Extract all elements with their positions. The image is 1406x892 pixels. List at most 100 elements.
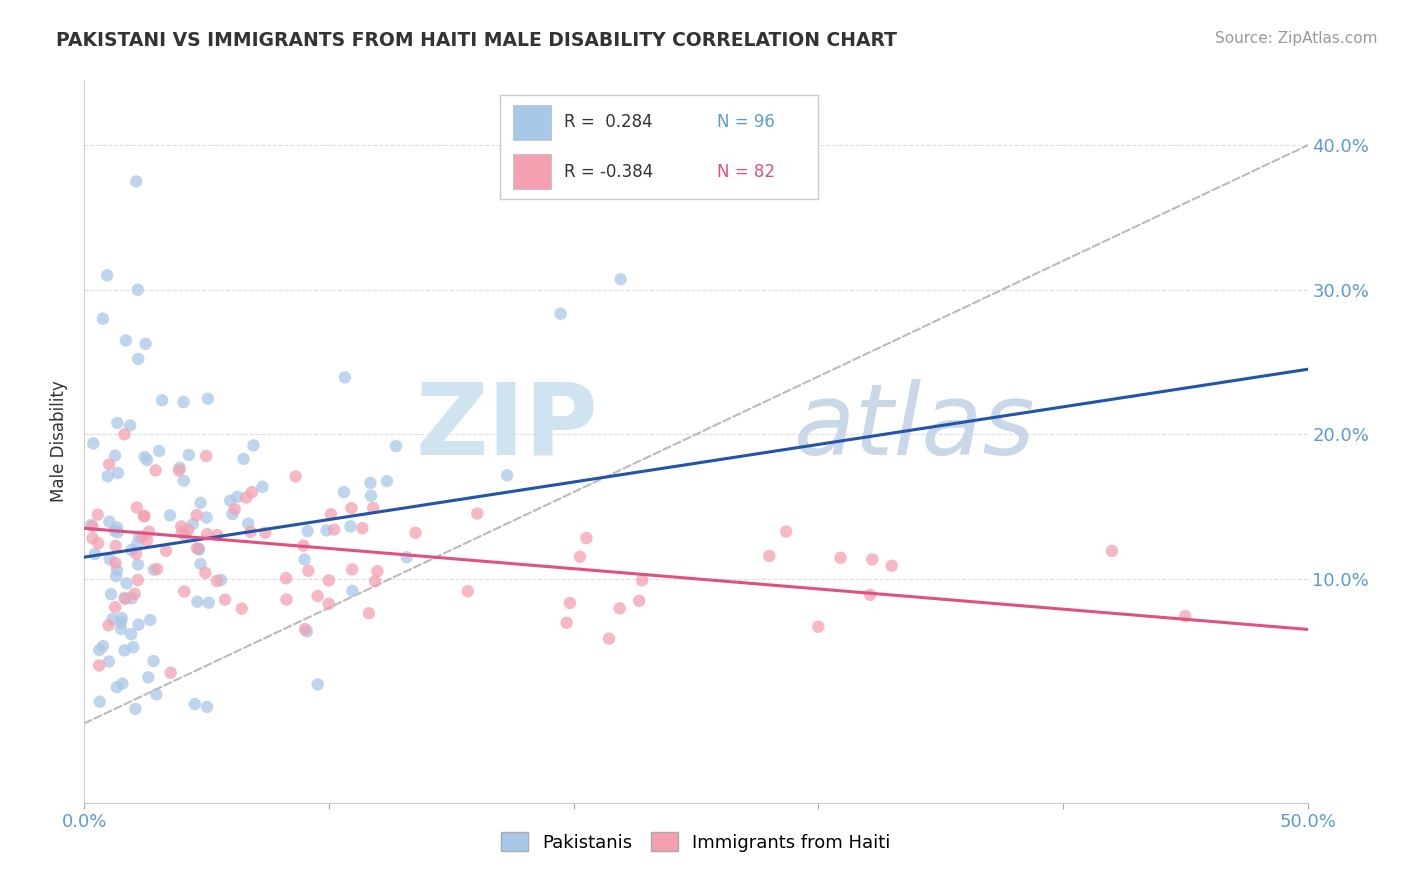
- Point: [318, 574, 340, 588]
- Point: [252, 480, 274, 494]
- Point: [297, 564, 319, 578]
- Point: [405, 525, 427, 540]
- Point: [89, 695, 111, 709]
- Point: [385, 439, 408, 453]
- Point: [221, 507, 243, 521]
- Point: [97, 655, 120, 669]
- Point: [97, 618, 120, 632]
- Point: [1174, 609, 1197, 624]
- Point: [457, 584, 479, 599]
- Point: [104, 539, 127, 553]
- Point: [184, 697, 207, 711]
- Point: [127, 351, 149, 366]
- Point: [274, 571, 297, 585]
- Point: [465, 507, 488, 521]
- Point: [238, 516, 260, 531]
- Point: [186, 595, 208, 609]
- Point: [315, 524, 337, 538]
- Point: [114, 643, 136, 657]
- Point: [187, 542, 209, 557]
- Point: [127, 573, 149, 587]
- Point: [357, 607, 380, 621]
- Point: [558, 596, 581, 610]
- Point: [124, 587, 146, 601]
- Point: [205, 574, 228, 588]
- Point: [136, 453, 159, 467]
- Point: [121, 591, 143, 606]
- Point: [87, 508, 110, 522]
- Point: [190, 557, 212, 571]
- Point: [190, 496, 212, 510]
- Legend: Pakistanis, Immigrants from Haiti: Pakistanis, Immigrants from Haiti: [494, 825, 898, 859]
- Point: [226, 490, 249, 504]
- Point: [98, 458, 121, 472]
- Point: [830, 550, 852, 565]
- Point: [295, 624, 318, 639]
- Point: [142, 563, 165, 577]
- Point: [177, 448, 200, 462]
- Point: [122, 640, 145, 654]
- Point: [758, 549, 780, 563]
- Point: [138, 524, 160, 539]
- Point: [91, 639, 114, 653]
- Point: [115, 334, 138, 348]
- Point: [132, 508, 155, 523]
- Point: [98, 515, 121, 529]
- Point: [177, 523, 200, 537]
- Point: [366, 564, 388, 578]
- Point: [292, 539, 315, 553]
- Point: [125, 500, 148, 515]
- Point: [135, 336, 157, 351]
- Point: [159, 665, 181, 680]
- Point: [307, 677, 329, 691]
- Point: [125, 174, 148, 188]
- Point: [82, 531, 104, 545]
- Point: [880, 558, 903, 573]
- Point: [232, 451, 254, 466]
- Point: [173, 474, 195, 488]
- Point: [209, 573, 232, 587]
- Point: [181, 516, 204, 531]
- Point: [80, 518, 103, 533]
- Point: [340, 501, 363, 516]
- Point: [115, 576, 138, 591]
- Point: [114, 591, 136, 605]
- Point: [145, 687, 167, 701]
- Point: [195, 527, 218, 541]
- Point: [323, 523, 346, 537]
- Point: [105, 416, 128, 430]
- Point: [364, 574, 387, 589]
- Point: [104, 449, 127, 463]
- Point: [134, 509, 156, 524]
- Point: [197, 392, 219, 406]
- Point: [105, 569, 128, 583]
- Point: [231, 601, 253, 615]
- Point: [375, 474, 398, 488]
- Point: [107, 466, 129, 480]
- Point: [239, 524, 262, 539]
- Point: [342, 583, 364, 598]
- Point: [361, 500, 384, 515]
- Point: [155, 544, 177, 558]
- Point: [297, 524, 319, 538]
- Point: [134, 450, 156, 464]
- Point: [104, 556, 127, 570]
- Point: [198, 596, 221, 610]
- Y-axis label: Male Disability: Male Disability: [51, 381, 69, 502]
- Point: [195, 449, 218, 463]
- Point: [125, 547, 148, 561]
- Point: [294, 552, 316, 566]
- Point: [496, 468, 519, 483]
- Point: [136, 670, 159, 684]
- Point: [307, 589, 329, 603]
- Point: [276, 592, 298, 607]
- Point: [139, 613, 162, 627]
- Point: [121, 542, 143, 557]
- Point: [569, 549, 592, 564]
- Point: [124, 702, 146, 716]
- Point: [319, 508, 342, 522]
- Point: [631, 574, 654, 588]
- Point: [105, 520, 128, 534]
- Point: [859, 588, 882, 602]
- Point: [127, 283, 149, 297]
